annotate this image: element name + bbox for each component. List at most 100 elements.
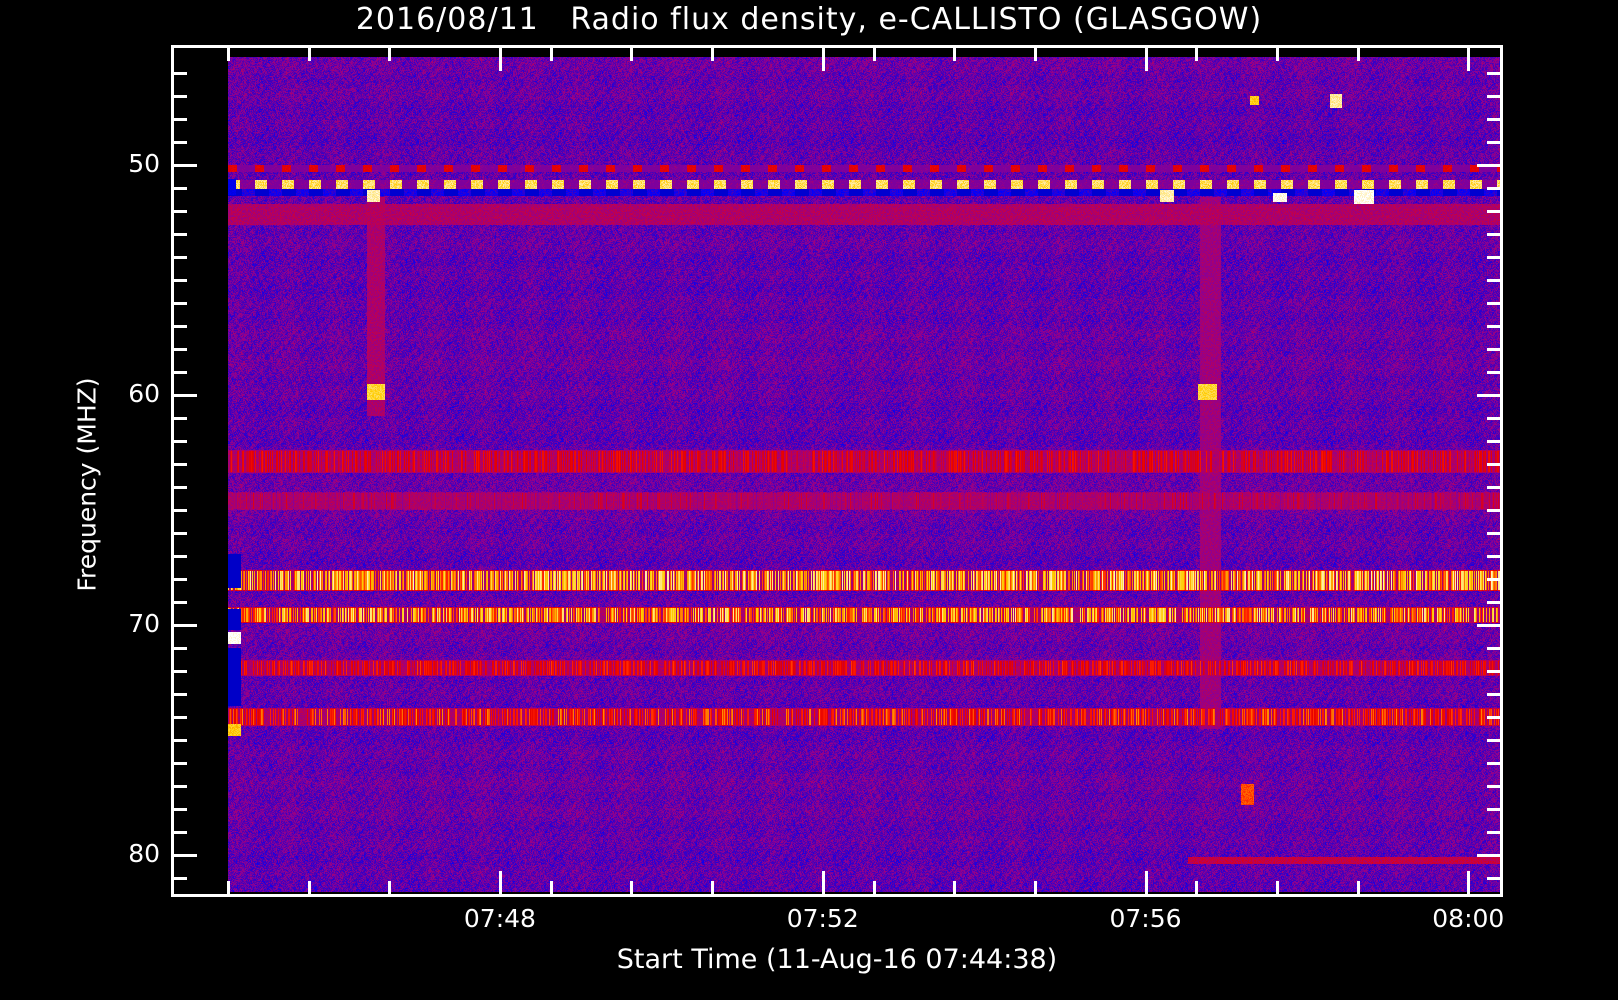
x-tick-minor: [549, 881, 553, 897]
x-axis-title: Start Time (11-Aug-16 07:44:38): [616, 944, 1058, 975]
y-tick-minor-right: [1487, 877, 1503, 881]
y-tick-minor: [171, 647, 187, 651]
y-tick-minor-right: [1487, 302, 1503, 306]
y-tick-major-right: [1477, 624, 1503, 628]
y-tick-minor-right: [1487, 371, 1503, 375]
y-tick-label: 60: [128, 379, 160, 409]
y-tick-minor: [171, 808, 187, 812]
y-tick-minor-right: [1487, 762, 1503, 766]
y-tick-minor-right: [1487, 601, 1503, 605]
y-tick-minor-right: [1487, 118, 1503, 122]
x-tick-minor: [1195, 881, 1199, 897]
y-tick-minor-right: [1487, 808, 1503, 812]
y-tick-minor-right: [1487, 233, 1503, 237]
x-tick-minor-top: [1276, 45, 1280, 61]
y-tick-major: [171, 854, 197, 858]
y-tick-major-right: [1477, 394, 1503, 398]
x-tick-major: [1144, 871, 1148, 897]
x-tick-minor-top: [307, 45, 311, 61]
y-tick-minor: [171, 877, 187, 881]
x-tick-minor-top: [872, 45, 876, 61]
y-tick-minor: [171, 210, 187, 214]
y-tick-minor: [171, 555, 187, 559]
y-tick-minor-right: [1487, 210, 1503, 214]
x-tick-major-top: [1467, 45, 1471, 71]
y-tick-minor: [171, 785, 187, 789]
y-tick-minor: [171, 532, 187, 536]
x-tick-minor-top: [711, 45, 715, 61]
spectrogram-heatmap: [228, 57, 1503, 892]
y-tick-minor: [171, 256, 187, 260]
y-tick-minor: [171, 417, 187, 421]
y-tick-minor: [171, 762, 187, 766]
y-tick-minor: [171, 509, 187, 513]
y-tick-minor-right: [1487, 509, 1503, 513]
x-tick-major: [821, 871, 825, 897]
y-tick-minor: [171, 463, 187, 467]
y-tick-major: [171, 624, 197, 628]
y-tick-minor: [171, 578, 187, 582]
y-tick-minor: [171, 325, 187, 329]
y-tick-minor: [171, 187, 187, 191]
page-title: 2016/08/11 Radio flux density, e-CALLIST…: [355, 2, 1263, 37]
y-tick-minor: [171, 716, 187, 720]
x-tick-minor-top: [630, 45, 634, 61]
x-tick-minor: [1276, 881, 1280, 897]
y-tick-minor: [171, 371, 187, 375]
y-tick-minor-right: [1487, 348, 1503, 352]
y-tick-minor-right: [1487, 739, 1503, 743]
x-tick-minor-top: [1033, 45, 1037, 61]
y-tick-major: [171, 394, 197, 398]
x-tick-label: 07:48: [463, 904, 536, 933]
x-tick-major-top: [498, 45, 502, 71]
y-tick-major-right: [1477, 854, 1503, 858]
x-tick-minor-top: [1195, 45, 1199, 61]
x-tick-minor: [953, 881, 957, 897]
y-tick-minor: [171, 118, 187, 122]
x-tick-major: [1467, 871, 1471, 897]
x-tick-minor: [872, 881, 876, 897]
y-tick-minor-right: [1487, 555, 1503, 559]
y-tick-minor: [171, 233, 187, 237]
y-tick-minor: [171, 739, 187, 743]
y-tick-minor-right: [1487, 578, 1503, 582]
y-tick-minor-right: [1487, 279, 1503, 283]
y-tick-minor-right: [1487, 486, 1503, 490]
x-tick-minor: [630, 881, 634, 897]
y-tick-minor: [171, 279, 187, 283]
y-tick-minor-right: [1487, 440, 1503, 444]
y-tick-minor-right: [1487, 532, 1503, 536]
y-tick-minor: [171, 141, 187, 145]
y-tick-minor-right: [1487, 785, 1503, 789]
x-tick-major-top: [821, 45, 825, 71]
y-tick-minor: [171, 440, 187, 444]
y-tick-minor: [171, 486, 187, 490]
y-tick-minor-right: [1487, 716, 1503, 720]
y-tick-minor: [171, 348, 187, 352]
y-tick-label: 80: [128, 839, 160, 869]
x-tick-label: 08:00: [1432, 904, 1505, 933]
y-tick-minor: [171, 302, 187, 306]
x-tick-label: 07:52: [786, 904, 859, 933]
y-tick-minor-right: [1487, 141, 1503, 145]
y-tick-minor-right: [1487, 417, 1503, 421]
y-tick-minor-right: [1487, 670, 1503, 674]
y-tick-minor-right: [1487, 463, 1503, 467]
x-tick-minor: [307, 881, 311, 897]
y-tick-minor-right: [1487, 256, 1503, 260]
y-tick-minor: [171, 95, 187, 99]
y-tick-minor-right: [1487, 647, 1503, 651]
y-tick-minor-right: [1487, 693, 1503, 697]
x-tick-minor: [711, 881, 715, 897]
x-tick-major-top: [1144, 45, 1148, 71]
y-tick-minor-right: [1487, 95, 1503, 99]
x-tick-major: [498, 871, 502, 897]
y-tick-label: 50: [128, 149, 160, 179]
y-axis-title: Frequency (MHZ): [72, 377, 102, 592]
x-tick-minor-top: [1356, 45, 1360, 61]
y-tick-minor-right: [1487, 72, 1503, 76]
y-tick-major-right: [1477, 164, 1503, 168]
x-tick-minor: [388, 881, 392, 897]
y-tick-minor: [171, 601, 187, 605]
